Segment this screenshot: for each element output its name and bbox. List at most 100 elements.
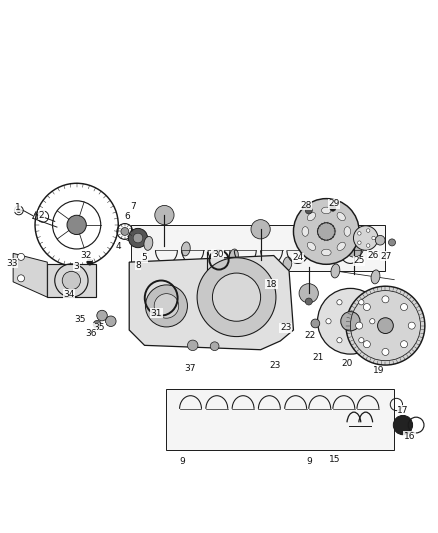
Circle shape bbox=[356, 322, 363, 329]
Text: 33: 33 bbox=[7, 259, 18, 268]
Circle shape bbox=[293, 199, 359, 264]
Circle shape bbox=[212, 273, 261, 321]
Circle shape bbox=[375, 236, 385, 245]
Ellipse shape bbox=[144, 237, 153, 251]
Circle shape bbox=[372, 236, 375, 240]
Polygon shape bbox=[13, 253, 47, 297]
Circle shape bbox=[18, 275, 25, 282]
Circle shape bbox=[67, 215, 86, 235]
Circle shape bbox=[145, 285, 187, 327]
Circle shape bbox=[17, 208, 21, 213]
Circle shape bbox=[318, 223, 335, 240]
Circle shape bbox=[187, 340, 198, 351]
Text: 5: 5 bbox=[141, 253, 148, 262]
Circle shape bbox=[341, 312, 360, 331]
Ellipse shape bbox=[307, 213, 315, 221]
Ellipse shape bbox=[344, 227, 350, 236]
Ellipse shape bbox=[337, 213, 345, 221]
Text: 23: 23 bbox=[269, 360, 280, 369]
Circle shape bbox=[400, 303, 407, 311]
Ellipse shape bbox=[302, 227, 308, 236]
Circle shape bbox=[251, 220, 270, 239]
Circle shape bbox=[357, 232, 361, 235]
Ellipse shape bbox=[337, 242, 345, 251]
Circle shape bbox=[87, 259, 93, 265]
Ellipse shape bbox=[181, 242, 190, 256]
Text: 9: 9 bbox=[179, 457, 185, 466]
Circle shape bbox=[198, 269, 217, 288]
Ellipse shape bbox=[283, 257, 292, 271]
Text: 34: 34 bbox=[64, 289, 75, 298]
Text: 16: 16 bbox=[404, 432, 415, 441]
Circle shape bbox=[367, 244, 370, 247]
Circle shape bbox=[311, 319, 320, 328]
Circle shape bbox=[62, 271, 81, 289]
Circle shape bbox=[408, 322, 415, 329]
Circle shape bbox=[97, 310, 107, 321]
Text: 21: 21 bbox=[313, 353, 324, 362]
Circle shape bbox=[378, 318, 393, 334]
Text: 19: 19 bbox=[373, 366, 385, 375]
Circle shape bbox=[389, 239, 396, 246]
Circle shape bbox=[326, 319, 331, 324]
Polygon shape bbox=[47, 264, 96, 297]
Polygon shape bbox=[166, 389, 394, 450]
Text: 25: 25 bbox=[353, 256, 365, 265]
Circle shape bbox=[18, 253, 25, 260]
Text: 2: 2 bbox=[39, 211, 44, 220]
Circle shape bbox=[367, 229, 370, 232]
Text: 3: 3 bbox=[74, 262, 80, 271]
Text: 31: 31 bbox=[151, 309, 162, 318]
Circle shape bbox=[337, 337, 342, 343]
Ellipse shape bbox=[307, 242, 315, 251]
Circle shape bbox=[359, 337, 364, 343]
Text: 4: 4 bbox=[116, 243, 121, 251]
Text: 17: 17 bbox=[397, 406, 409, 415]
Text: 27: 27 bbox=[381, 252, 392, 261]
Ellipse shape bbox=[230, 249, 238, 263]
Circle shape bbox=[93, 320, 101, 328]
Circle shape bbox=[364, 303, 371, 311]
Circle shape bbox=[121, 228, 129, 236]
Circle shape bbox=[318, 288, 383, 354]
Circle shape bbox=[154, 294, 179, 318]
Text: 15: 15 bbox=[329, 455, 341, 464]
Circle shape bbox=[400, 341, 407, 348]
Circle shape bbox=[357, 241, 361, 245]
Circle shape bbox=[155, 205, 174, 225]
Circle shape bbox=[330, 205, 336, 211]
Text: 20: 20 bbox=[342, 359, 353, 368]
Circle shape bbox=[133, 233, 143, 243]
Text: 36: 36 bbox=[85, 328, 96, 337]
Text: 37: 37 bbox=[184, 364, 195, 373]
Circle shape bbox=[370, 319, 375, 324]
Text: 6: 6 bbox=[124, 212, 130, 221]
Circle shape bbox=[382, 296, 389, 303]
Text: 7: 7 bbox=[131, 202, 137, 211]
Text: 24: 24 bbox=[292, 253, 304, 262]
Text: 1: 1 bbox=[14, 203, 21, 212]
Circle shape bbox=[106, 316, 116, 327]
Circle shape bbox=[299, 284, 318, 303]
Text: 8: 8 bbox=[135, 261, 141, 270]
Text: 32: 32 bbox=[81, 251, 92, 260]
Polygon shape bbox=[131, 225, 385, 271]
Circle shape bbox=[353, 226, 378, 251]
Text: 30: 30 bbox=[212, 250, 223, 259]
Ellipse shape bbox=[331, 264, 340, 278]
Circle shape bbox=[364, 341, 371, 348]
Circle shape bbox=[346, 286, 425, 365]
Circle shape bbox=[359, 300, 364, 305]
Circle shape bbox=[305, 207, 312, 214]
Text: 9: 9 bbox=[306, 457, 312, 466]
Circle shape bbox=[128, 229, 148, 248]
Ellipse shape bbox=[371, 270, 380, 284]
Text: 22: 22 bbox=[304, 331, 315, 340]
Text: 23: 23 bbox=[280, 324, 291, 332]
Circle shape bbox=[210, 342, 219, 351]
Circle shape bbox=[382, 349, 389, 356]
Circle shape bbox=[197, 258, 276, 336]
Circle shape bbox=[337, 300, 342, 305]
Text: 28: 28 bbox=[300, 201, 311, 209]
Circle shape bbox=[344, 238, 364, 257]
